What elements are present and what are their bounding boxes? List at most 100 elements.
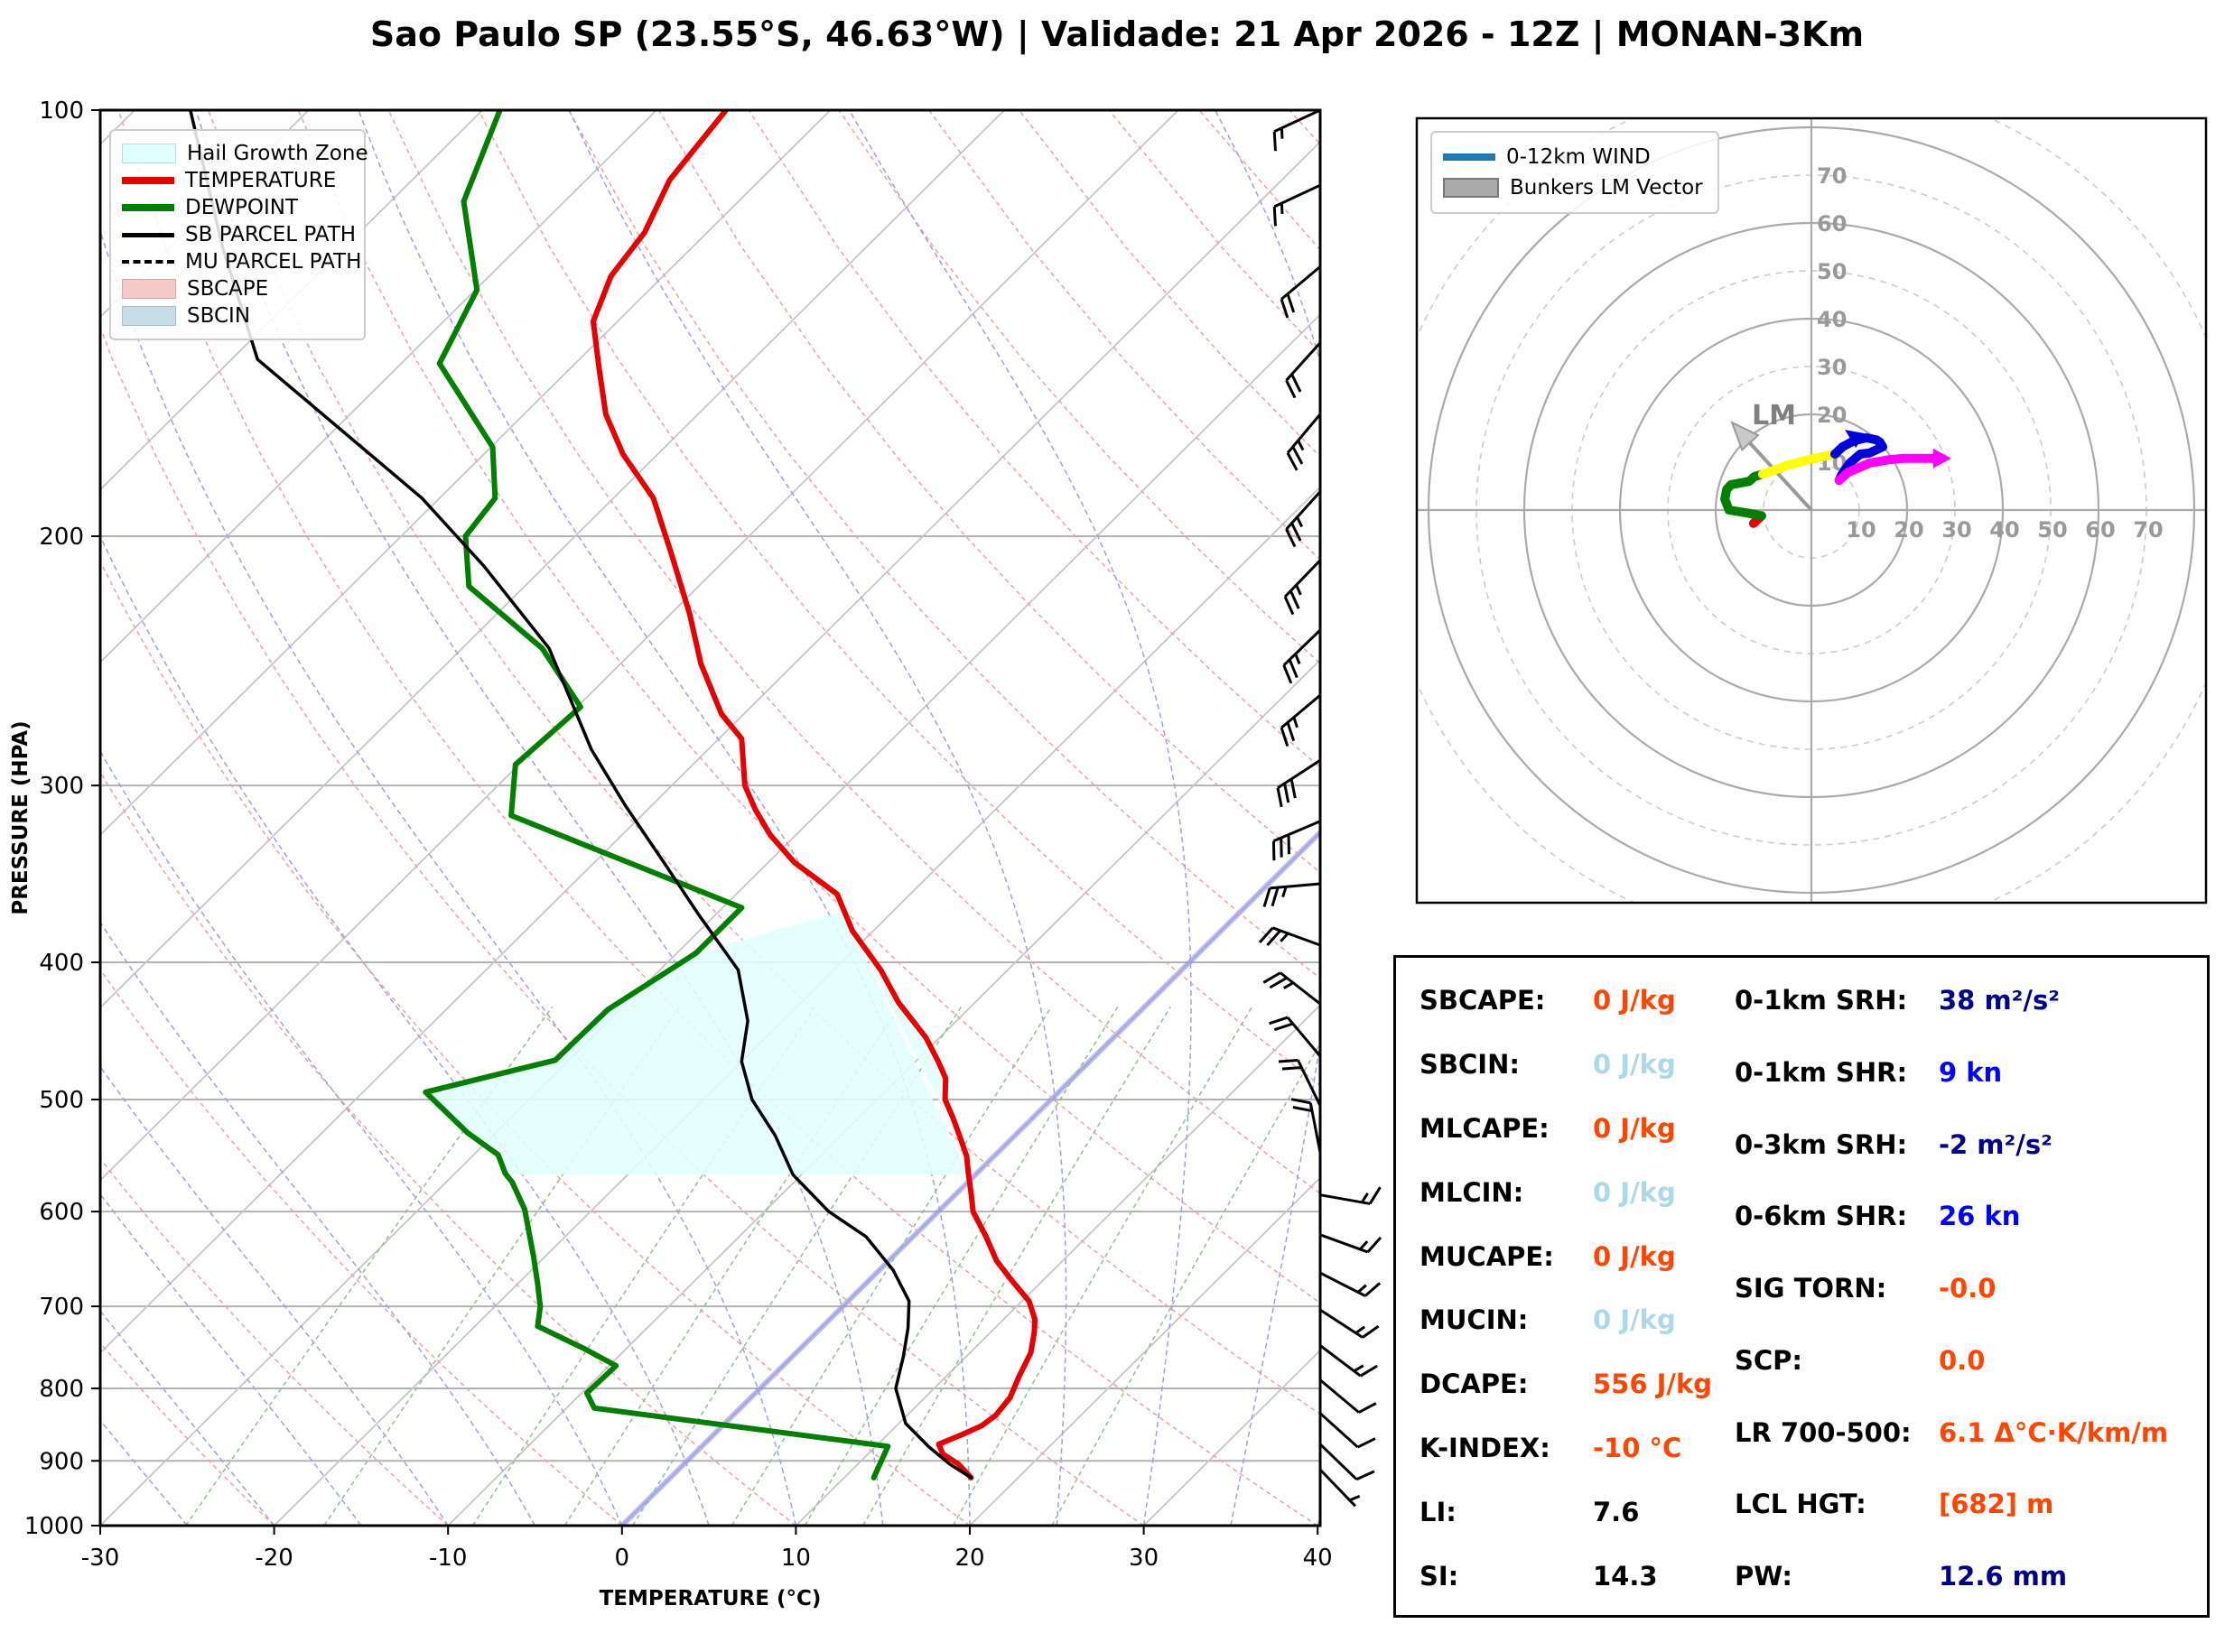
svg-text:30: 30 xyxy=(1817,355,1847,380)
legend-label: TEMPERATURE xyxy=(185,169,337,192)
svg-text:20: 20 xyxy=(1817,403,1847,428)
wind-barb-icon xyxy=(1319,1186,1382,1205)
svg-text:50: 50 xyxy=(1817,259,1847,284)
wind-barb-icon xyxy=(1280,693,1321,747)
svg-text:70: 70 xyxy=(1817,163,1847,189)
wind-barb-icon xyxy=(1286,413,1322,471)
skewt-legend: Hail Growth Zone TEMPERATURE DEWPOINT SB… xyxy=(109,129,368,340)
svg-text:20: 20 xyxy=(954,1545,984,1572)
legend-item-temperature: TEMPERATURE xyxy=(122,167,349,194)
wind-barb-icon xyxy=(1318,1468,1361,1508)
legend-item-sb-parcel: SB PARCEL PATH xyxy=(122,221,356,248)
stat-row-sigtorn: SIG TORN: -0.0 xyxy=(1735,1273,1997,1304)
wind-barb-icon xyxy=(1319,1378,1377,1414)
svg-text:900: 900 xyxy=(39,1448,84,1475)
dewpoint-curve xyxy=(423,110,891,1480)
svg-text:0: 0 xyxy=(615,1545,630,1572)
dewpoint-line-swatch-icon xyxy=(122,204,174,211)
svg-text:400: 400 xyxy=(39,950,84,977)
svg-text:20: 20 xyxy=(1894,517,1923,543)
wind-barb-icon xyxy=(1283,559,1322,616)
figure-title: Sao Paulo SP (23.55°S, 46.63°W) | Valida… xyxy=(369,14,1865,54)
wind-barb-icon xyxy=(1262,971,1321,1006)
stat-row-dcape: DCAPE: 556 J/kg xyxy=(1420,1369,1713,1400)
svg-text:300: 300 xyxy=(39,773,84,800)
legend-label: SBCAPE xyxy=(187,277,269,301)
wind-barb-icon xyxy=(1262,882,1321,907)
wind-barb-icon xyxy=(1319,1308,1380,1339)
lm-label: LM xyxy=(1752,400,1796,432)
sbcin-patch-swatch-icon xyxy=(122,306,176,326)
stat-row-lr: LR 700-500: 6.1 Δ°C·K/km/m xyxy=(1735,1416,2169,1448)
legend-label: DEWPOINT xyxy=(185,196,298,219)
sb-parcel-line-swatch-icon xyxy=(122,232,174,237)
stat-row-mlcin: MLCIN: 0 J/kg xyxy=(1420,1176,1676,1208)
stat-row-si: SI: 14.3 xyxy=(1420,1560,1658,1592)
legend-item-bunkers: Bunkers LM Vector xyxy=(1443,172,1703,203)
svg-text:70: 70 xyxy=(2133,517,2163,543)
svg-text:700: 700 xyxy=(39,1294,84,1321)
wind-barb-icon xyxy=(1271,820,1321,861)
svg-text:10: 10 xyxy=(781,1545,811,1572)
svg-text:-30: -30 xyxy=(81,1545,119,1572)
wind-barb-icon xyxy=(1278,1058,1322,1107)
wind-barb-icon xyxy=(1319,1344,1378,1378)
wind-barbs xyxy=(1258,108,1382,1508)
wind-barb-icon xyxy=(1285,490,1322,548)
legend-label: Hail Growth Zone xyxy=(187,142,368,165)
svg-text:50: 50 xyxy=(2037,517,2067,543)
legend-item-dewpoint: DEWPOINT xyxy=(122,194,349,221)
svg-text:40: 40 xyxy=(1303,1545,1333,1572)
stat-row-mucin: MUCIN: 0 J/kg xyxy=(1420,1304,1676,1336)
legend-item-hail-zone: Hail Growth Zone xyxy=(122,140,368,167)
svg-text:30: 30 xyxy=(1941,517,1971,543)
wind-barb-icon xyxy=(1272,108,1321,152)
legend-item-mu-parcel: MU PARCEL PATH xyxy=(122,248,361,275)
legend-label: Bunkers LM Vector xyxy=(1510,176,1703,200)
y-axis-label: PRESSURE (HPA) xyxy=(9,720,33,914)
wind-barb-icon xyxy=(1272,183,1321,227)
hodograph-trace-segment xyxy=(1757,450,1839,479)
svg-text:-10: -10 xyxy=(429,1545,467,1572)
x-axis-label: TEMPERATURE (°C) xyxy=(600,1587,822,1610)
wind-barb-icon xyxy=(1269,1016,1322,1057)
svg-text:500: 500 xyxy=(39,1087,84,1114)
wind-barb-icon xyxy=(1276,759,1321,808)
temperature-line-swatch-icon xyxy=(122,177,174,184)
stat-row-pw: PW: 12.6 mm xyxy=(1735,1561,2068,1592)
skewt-plot-area xyxy=(99,110,1321,1526)
stat-row-mlcape: MLCAPE: 0 J/kg xyxy=(1420,1112,1676,1144)
stats-column-left: SBCAPE: 0 J/kg SBCIN: 0 J/kg MLCAPE: 0 J/kg… xyxy=(1420,985,1727,1592)
legend-item-wind: 0-12km WIND xyxy=(1443,142,1703,172)
stat-row-lcl: LCL HGT: [682] m xyxy=(1735,1489,2054,1520)
svg-text:40: 40 xyxy=(1817,307,1847,332)
hodograph-legend: 0-12km WIND Bunkers LM Vector xyxy=(1430,131,1719,214)
legend-label: 0-12km WIND xyxy=(1506,145,1651,169)
wind-barb-icon xyxy=(1258,926,1321,947)
svg-text:100: 100 xyxy=(39,97,84,125)
stat-row-shr6: 0-6km SHR: 26 kn xyxy=(1735,1201,2021,1232)
stats-panel: SBCAPE: 0 J/kg SBCIN: 0 J/kg MLCAPE: 0 J/kg… xyxy=(1393,955,2210,1618)
svg-text:800: 800 xyxy=(39,1376,84,1403)
wind-barb-icon xyxy=(1318,1412,1376,1449)
svg-text:200: 200 xyxy=(39,524,84,551)
stat-row-srh1: 0-1km SRH: 38 m²/s² xyxy=(1735,985,2060,1016)
hodograph-trace-segment xyxy=(1720,469,1767,521)
stat-row-sbcin: SBCIN: 0 J/kg xyxy=(1420,1048,1676,1080)
sbcape-patch-swatch-icon xyxy=(122,279,176,299)
legend-item-sbcin: SBCIN xyxy=(122,302,349,329)
svg-text:-20: -20 xyxy=(255,1545,293,1572)
svg-text:600: 600 xyxy=(39,1199,84,1226)
hail-growth-zone-region xyxy=(425,911,969,1175)
svg-text:40: 40 xyxy=(1989,517,2019,543)
skewt-border xyxy=(98,108,1322,1527)
wind-barb-icon xyxy=(1282,628,1322,684)
wind-barb-icon xyxy=(1319,1233,1382,1254)
mu-parcel-dash-swatch-icon xyxy=(122,260,174,264)
bunkers-patch-swatch-icon xyxy=(1443,178,1499,198)
svg-text:10: 10 xyxy=(1846,517,1876,543)
svg-text:60: 60 xyxy=(1817,211,1847,237)
wind-barb-icon xyxy=(1319,1271,1382,1297)
